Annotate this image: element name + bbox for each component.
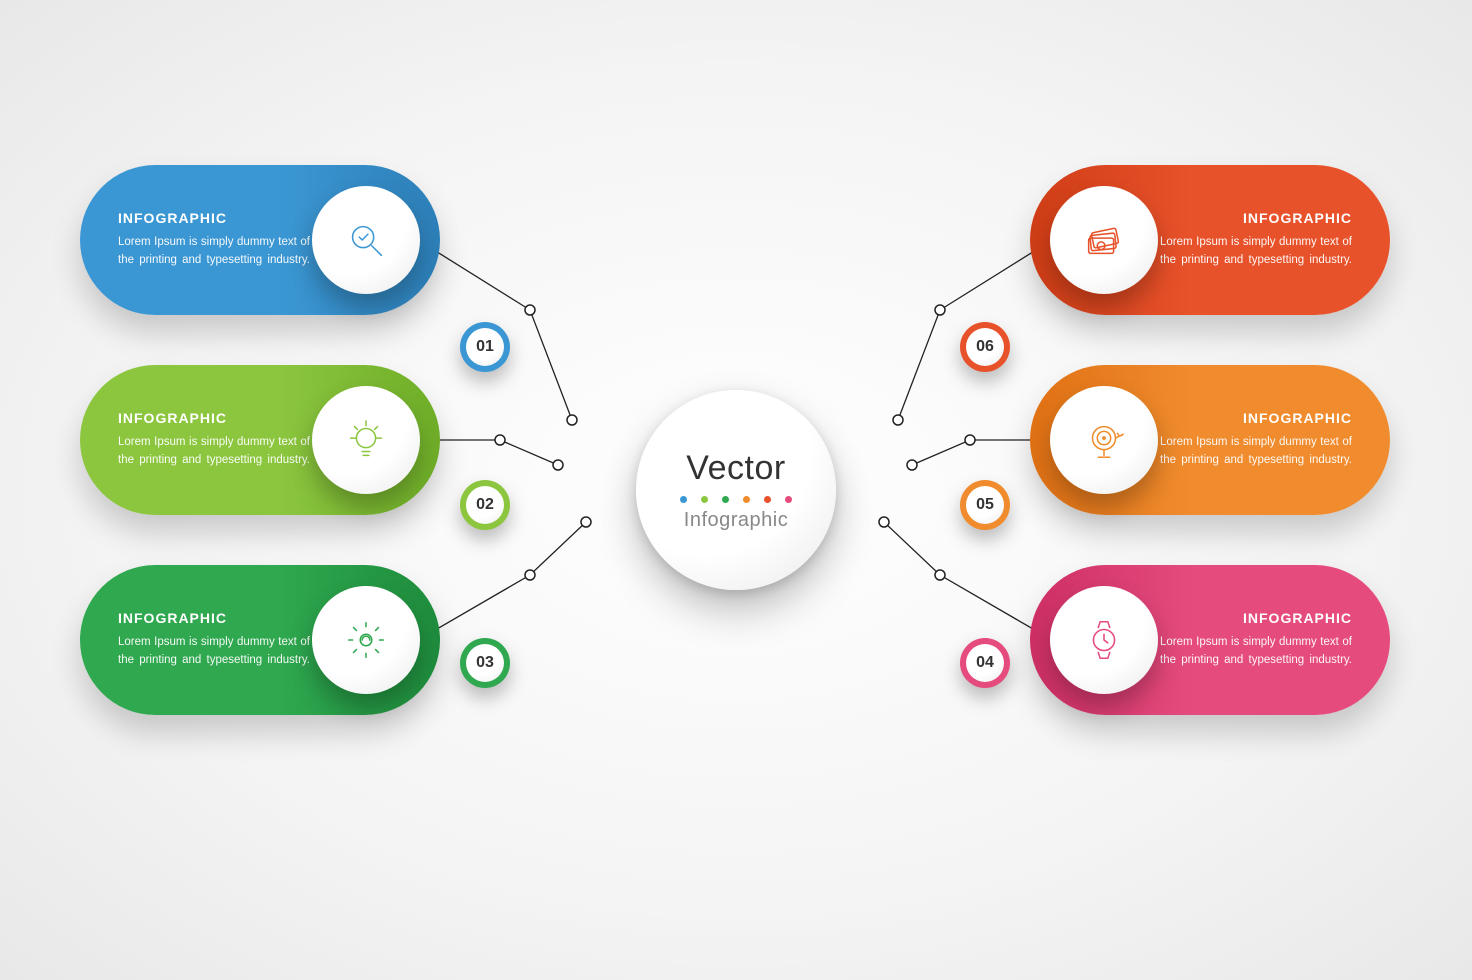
info-pill-05: INFOGRAPHIC Lorem Ipsum is simply dummy t…: [1030, 365, 1390, 515]
bulb-icon: [312, 386, 420, 494]
info-pill-03: INFOGRAPHIC Lorem Ipsum is simply dummy t…: [80, 565, 440, 715]
number-badge-03: 03: [460, 638, 510, 688]
badge-number: 01: [476, 338, 494, 356]
pill-title: INFOGRAPHIC: [1160, 410, 1352, 426]
gear-icon: [312, 586, 420, 694]
watch-icon: [1050, 586, 1158, 694]
number-badge-06: 06: [960, 322, 1010, 372]
pill-title: INFOGRAPHIC: [118, 610, 310, 626]
pill-body: Lorem Ipsum is simply dummy text of the …: [118, 634, 310, 670]
pill-title: INFOGRAPHIC: [1160, 610, 1352, 626]
info-pill-01: INFOGRAPHIC Lorem Ipsum is simply dummy t…: [80, 165, 440, 315]
number-badge-04: 04: [960, 638, 1010, 688]
badge-number: 03: [476, 654, 494, 672]
center-hub: Vector Infographic: [636, 390, 836, 590]
hub-title: Vector: [686, 449, 785, 488]
pill-body: Lorem Ipsum is simply dummy text of the …: [118, 234, 310, 270]
pill-title: INFOGRAPHIC: [118, 410, 310, 426]
badge-number: 04: [976, 654, 994, 672]
pill-body: Lorem Ipsum is simply dummy text of the …: [118, 434, 310, 470]
number-badge-01: 01: [460, 322, 510, 372]
number-badge-05: 05: [960, 480, 1010, 530]
pill-body: Lorem Ipsum is simply dummy text of the …: [1160, 634, 1352, 670]
pill-title: INFOGRAPHIC: [118, 210, 310, 226]
number-badge-02: 02: [460, 480, 510, 530]
badge-number: 02: [476, 496, 494, 514]
search-icon: [312, 186, 420, 294]
pill-title: INFOGRAPHIC: [1160, 210, 1352, 226]
infographic-stage: Vector Infographic INFOGRAPHIC Lorem Ipsu…: [0, 0, 1472, 980]
info-pill-02: INFOGRAPHIC Lorem Ipsum is simply dummy t…: [80, 365, 440, 515]
target-icon: [1050, 386, 1158, 494]
badge-number: 06: [976, 338, 994, 356]
pill-body: Lorem Ipsum is simply dummy text of the …: [1160, 434, 1352, 470]
hub-subtitle: Infographic: [684, 509, 788, 532]
money-icon: [1050, 186, 1158, 294]
pill-body: Lorem Ipsum is simply dummy text of the …: [1160, 234, 1352, 270]
hub-color-dots: [680, 496, 792, 503]
info-pill-06: INFOGRAPHIC Lorem Ipsum is simply dummy t…: [1030, 165, 1390, 315]
badge-number: 05: [976, 496, 994, 514]
info-pill-04: INFOGRAPHIC Lorem Ipsum is simply dummy t…: [1030, 565, 1390, 715]
